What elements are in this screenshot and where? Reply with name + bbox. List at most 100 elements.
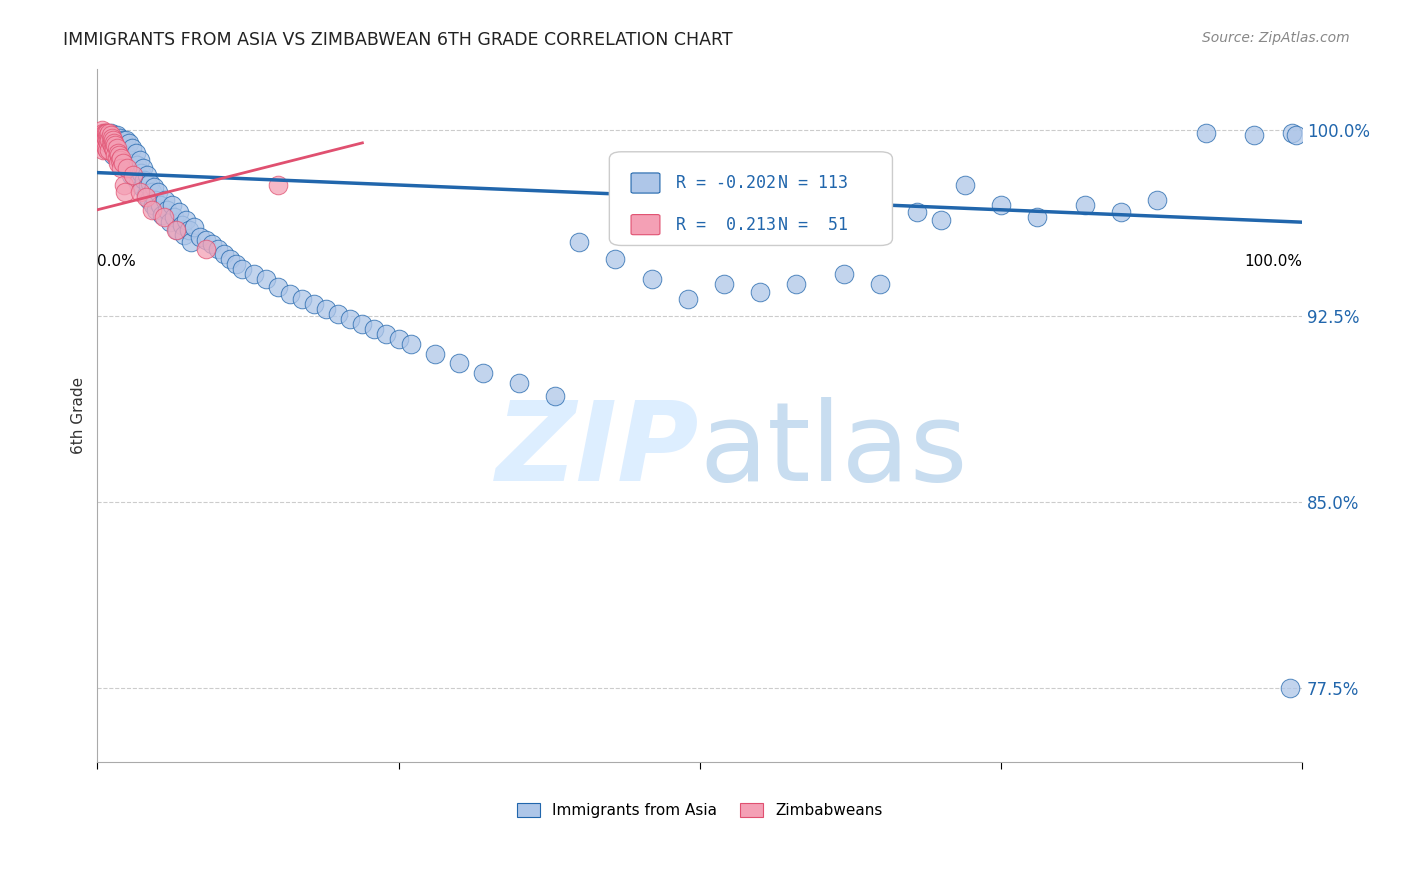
Point: [676, 292, 699, 306]
Point: [568, 235, 591, 249]
Point: [152, 208, 174, 222]
Point: [93, 136, 115, 150]
Point: [96, 144, 118, 158]
Point: [128, 153, 150, 168]
Point: [605, 252, 627, 267]
Point: [110, 153, 132, 168]
Text: R = -0.202: R = -0.202: [676, 174, 776, 192]
Point: [832, 267, 855, 281]
Point: [544, 389, 567, 403]
Point: [1195, 126, 1218, 140]
Point: [118, 153, 141, 168]
Point: [231, 262, 253, 277]
Point: [163, 211, 186, 225]
Point: [104, 148, 127, 162]
Point: [118, 136, 141, 150]
Point: [93, 138, 115, 153]
Point: [117, 161, 139, 175]
Point: [98, 141, 121, 155]
Point: [176, 212, 198, 227]
Point: [1111, 205, 1133, 219]
Point: [1281, 126, 1303, 140]
Point: [166, 222, 188, 236]
Point: [640, 272, 662, 286]
Point: [134, 173, 156, 187]
Point: [1285, 128, 1308, 143]
Point: [110, 153, 132, 168]
Point: [103, 136, 125, 150]
Point: [201, 237, 224, 252]
Point: [107, 145, 129, 160]
Point: [94, 126, 117, 140]
Point: [105, 128, 128, 143]
Point: [243, 267, 266, 281]
Point: [387, 332, 409, 346]
Point: [104, 144, 127, 158]
Point: [990, 198, 1012, 212]
Point: [135, 190, 157, 204]
Point: [122, 168, 145, 182]
Point: [98, 131, 121, 145]
Text: N =  51: N = 51: [778, 216, 848, 234]
Point: [423, 346, 446, 360]
Point: [108, 148, 131, 162]
Point: [869, 277, 891, 292]
Point: [141, 202, 163, 217]
Point: [124, 170, 146, 185]
Point: [267, 279, 290, 293]
Point: [159, 215, 181, 229]
Point: [105, 151, 128, 165]
Point: [98, 126, 121, 140]
Text: IMMIGRANTS FROM ASIA VS ZIMBABWEAN 6TH GRADE CORRELATION CHART: IMMIGRANTS FROM ASIA VS ZIMBABWEAN 6TH G…: [63, 31, 733, 49]
Text: 100.0%: 100.0%: [1244, 254, 1302, 268]
Point: [135, 188, 157, 202]
Point: [136, 178, 159, 192]
Point: [1146, 193, 1168, 207]
Point: [905, 205, 928, 219]
Point: [352, 317, 374, 331]
Text: N = 113: N = 113: [778, 174, 848, 192]
Point: [399, 336, 422, 351]
Point: [173, 227, 195, 242]
Point: [194, 243, 217, 257]
Point: [107, 138, 129, 153]
Point: [110, 161, 132, 175]
Point: [94, 133, 117, 147]
Point: [97, 136, 120, 150]
Point: [1026, 211, 1049, 225]
Point: [785, 277, 807, 292]
Point: [93, 126, 115, 140]
Point: [141, 186, 163, 200]
FancyBboxPatch shape: [609, 152, 893, 245]
Point: [131, 180, 153, 194]
Point: [142, 198, 165, 212]
Point: [101, 138, 124, 153]
Point: [180, 235, 202, 249]
Text: 0.0%: 0.0%: [97, 254, 136, 268]
Point: [98, 144, 121, 158]
Point: [156, 202, 179, 217]
Point: [121, 141, 143, 155]
Point: [100, 136, 122, 150]
Point: [101, 136, 124, 150]
Point: [132, 161, 155, 175]
Point: [93, 131, 115, 145]
Point: [339, 311, 361, 326]
Point: [363, 322, 385, 336]
Point: [183, 220, 205, 235]
Point: [143, 193, 166, 207]
Point: [1243, 128, 1265, 143]
Point: [101, 133, 124, 147]
Point: [100, 128, 122, 143]
Point: [177, 222, 200, 236]
Point: [101, 131, 124, 145]
Point: [103, 128, 125, 143]
Point: [1278, 681, 1301, 695]
Point: [218, 252, 240, 267]
Point: [93, 126, 115, 140]
Point: [104, 138, 127, 153]
Point: [143, 180, 166, 194]
Point: [117, 148, 139, 162]
Point: [93, 144, 115, 158]
Point: [139, 176, 162, 190]
